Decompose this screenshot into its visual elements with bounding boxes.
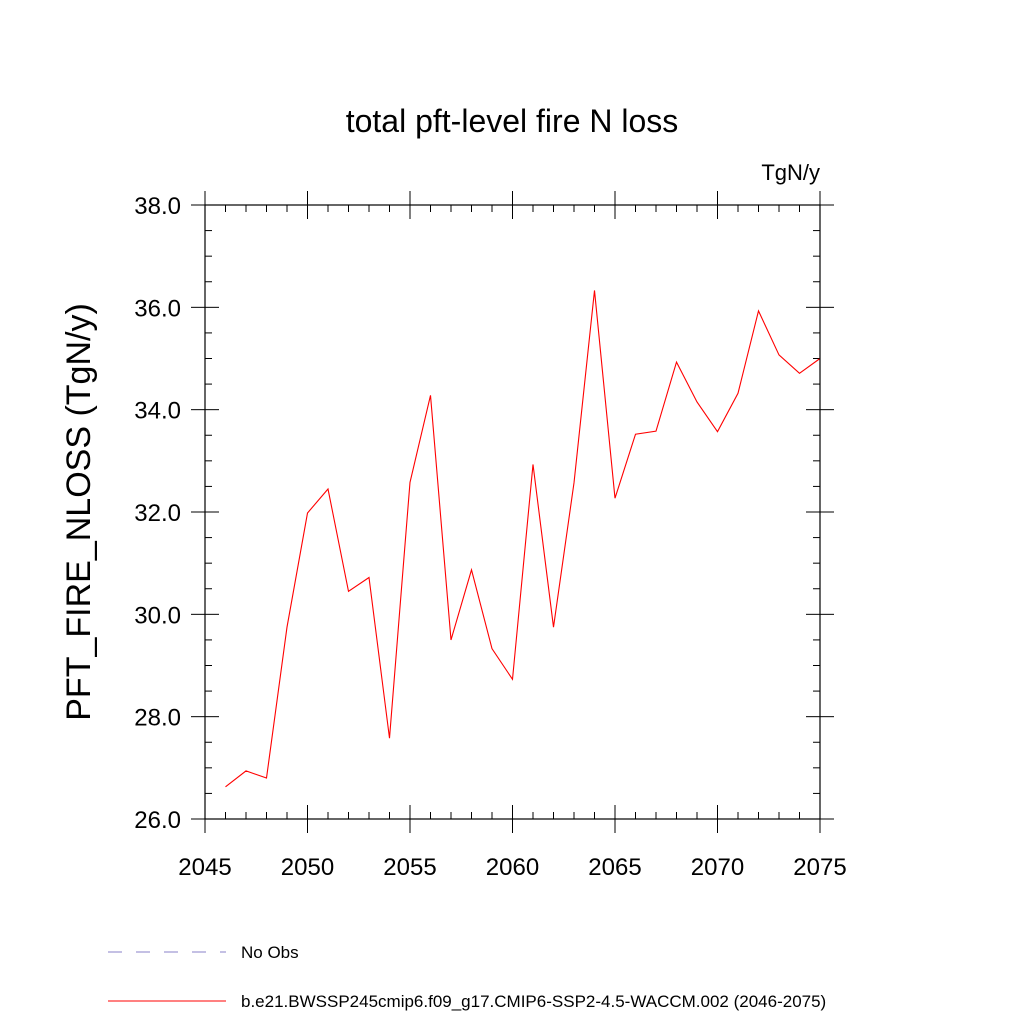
axis-tick-labels: 2045 2050 2055 2060 2065 2070 2075 26.0 28.0 30.0… xyxy=(134,193,846,881)
data-point xyxy=(286,626,289,629)
data-point xyxy=(511,678,514,681)
y-tick-label: 28.0 xyxy=(134,705,181,732)
data-point xyxy=(245,769,248,772)
data-point xyxy=(573,481,576,484)
axis-ticks xyxy=(191,191,834,833)
data-point xyxy=(696,400,699,403)
x-tick-label: 2055 xyxy=(383,854,436,881)
data-point xyxy=(593,289,596,292)
y-tick-label: 32.0 xyxy=(134,500,181,527)
series-line xyxy=(225,290,821,788)
data-point xyxy=(470,568,473,571)
data-point xyxy=(716,430,719,433)
data-point xyxy=(388,737,391,740)
y-tick-label: 34.0 xyxy=(134,398,181,425)
data-point xyxy=(265,777,268,780)
data-point xyxy=(450,638,453,641)
data-point xyxy=(368,576,371,579)
data-point xyxy=(347,590,350,593)
data-point xyxy=(655,430,658,433)
x-tick-label: 2070 xyxy=(691,854,744,881)
chart-title: total pft-level fire N loss xyxy=(346,103,679,139)
data-point xyxy=(224,785,227,788)
y-tick-label: 30.0 xyxy=(134,602,181,629)
data-point xyxy=(634,433,637,436)
data-point xyxy=(757,309,760,312)
x-tick-label: 2050 xyxy=(281,854,334,881)
data-point xyxy=(491,647,494,650)
units-label: TgN/y xyxy=(761,160,820,185)
x-tick-label: 2060 xyxy=(486,854,539,881)
data-point xyxy=(429,394,432,397)
data-point xyxy=(306,512,309,515)
data-point xyxy=(798,372,801,375)
data-point xyxy=(737,392,740,395)
data-point xyxy=(552,626,555,629)
y-axis-label: PFT_FIRE_NLOSS (TgN/y) xyxy=(60,303,98,721)
legend-label: b.e21.BWSSP245cmip6.f09_g17.CMIP6-SSP2-4… xyxy=(241,992,826,1011)
x-tick-label: 2045 xyxy=(178,854,231,881)
y-tick-label: 26.0 xyxy=(134,807,181,834)
plot-frame xyxy=(204,204,821,820)
x-tick-label: 2075 xyxy=(793,854,846,881)
data-point xyxy=(778,353,781,356)
data-point xyxy=(327,487,330,490)
y-tick-label: 36.0 xyxy=(134,295,181,322)
data-point xyxy=(532,463,535,466)
data-point xyxy=(614,497,617,500)
x-tick-label: 2065 xyxy=(588,854,641,881)
data-point xyxy=(409,481,412,484)
data-point xyxy=(675,361,678,364)
legend-label: No Obs xyxy=(241,943,299,962)
y-tick-label: 38.0 xyxy=(134,193,181,220)
data-series xyxy=(224,289,821,788)
legend: No Obs b.e21.BWSSP245cmip6.f09_g17.CMIP6-… xyxy=(108,943,826,1011)
